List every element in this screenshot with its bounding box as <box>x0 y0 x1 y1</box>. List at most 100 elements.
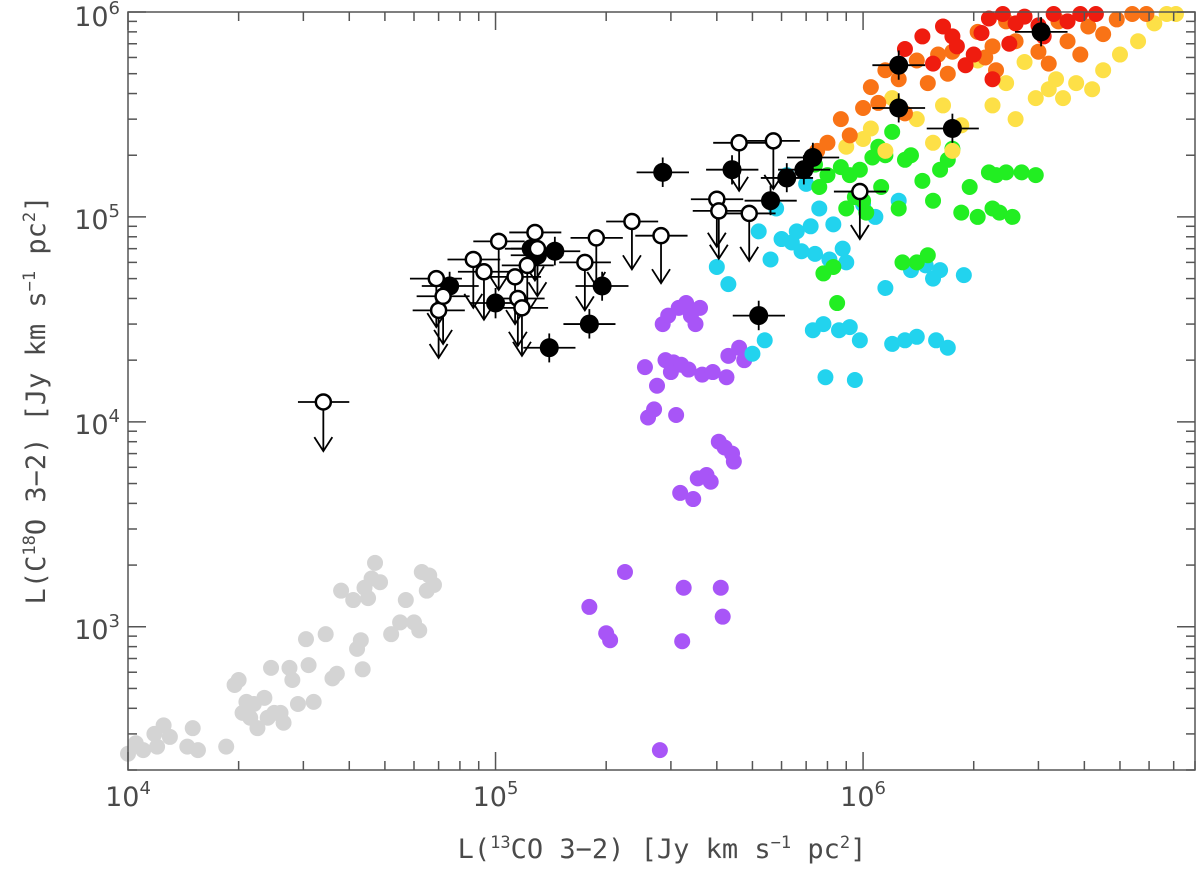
point-cyan <box>798 175 815 192</box>
point-cyan <box>825 216 842 233</box>
point-gray <box>297 631 314 648</box>
error-bars <box>297 17 1068 453</box>
point-yellow <box>944 142 961 159</box>
point-purple <box>725 453 742 470</box>
point-red <box>914 28 931 45</box>
point-purple <box>668 406 685 423</box>
point-gray <box>189 742 206 759</box>
point-cyan <box>908 328 925 345</box>
point-orange <box>1059 33 1076 50</box>
point-cyan <box>841 319 858 336</box>
point-orange <box>1138 6 1155 22</box>
point-orange <box>1080 18 1097 35</box>
upper-limit-point <box>518 256 537 275</box>
point-red <box>1001 35 1018 52</box>
point-gray <box>161 728 178 745</box>
point-cyan <box>932 262 949 279</box>
point-purple <box>649 377 666 394</box>
point-green <box>884 123 901 140</box>
point-yellow <box>877 142 894 159</box>
point-yellow <box>1111 46 1128 63</box>
point-gray <box>300 657 317 674</box>
detection-point <box>545 241 565 261</box>
upper-limit-arrow-head <box>651 268 671 285</box>
point-purple <box>581 598 598 615</box>
point-green <box>914 172 931 189</box>
point-gray <box>345 592 362 609</box>
upper-limit-point <box>506 268 524 286</box>
point-cyan <box>955 267 972 284</box>
upper-limit-arrow-head <box>739 246 759 263</box>
point-red <box>984 71 1001 88</box>
point-purple <box>636 359 653 376</box>
upper-limit-point <box>740 204 758 223</box>
point-orange <box>1072 46 1089 63</box>
point-orange <box>939 65 956 82</box>
point-green <box>890 200 907 217</box>
point-green <box>925 192 942 209</box>
point-green <box>953 204 970 221</box>
upper-limit-arrow-head <box>512 341 532 358</box>
point-red <box>1045 6 1062 22</box>
upper-limit-arrow-head <box>850 224 870 241</box>
upper-limit-arrow-head <box>527 281 548 298</box>
point-purple <box>692 299 709 316</box>
point-cyan <box>811 200 828 217</box>
upper-limit-arrow-head <box>428 343 449 360</box>
upper-limit-point <box>429 301 448 320</box>
point-red <box>973 24 990 41</box>
point-green <box>894 254 911 271</box>
x-tick-label: 106 <box>840 778 886 813</box>
point-orange <box>1030 43 1047 60</box>
point-cyan <box>744 345 761 362</box>
point-green <box>1027 167 1044 184</box>
detection-point <box>803 147 823 167</box>
point-cyan <box>815 316 832 333</box>
point-gray <box>392 614 409 631</box>
point-orange <box>870 94 887 111</box>
point-gray <box>305 693 322 710</box>
y-tick-label: 104 <box>74 406 120 441</box>
point-yellow <box>1007 111 1024 128</box>
point-yellow <box>1027 90 1044 107</box>
point-red <box>1016 8 1033 25</box>
point-orange <box>919 75 936 92</box>
point-gray <box>284 671 301 688</box>
point-red <box>965 46 982 63</box>
detection-point <box>777 168 797 188</box>
detection-point <box>579 314 599 334</box>
point-green <box>1013 164 1030 181</box>
point-red <box>948 38 965 55</box>
point-gray <box>360 590 377 607</box>
point-yellow <box>925 134 942 151</box>
point-green <box>858 204 875 221</box>
detection-point <box>592 276 612 296</box>
tick-labels: 104 105 106 103 104 105 106 <box>74 0 886 813</box>
point-orange <box>819 134 836 151</box>
point-green <box>998 164 1015 181</box>
y-tick-label: 103 <box>74 611 120 646</box>
detection-point <box>761 191 781 211</box>
point-gray <box>275 714 292 731</box>
upper-limit-point <box>528 239 547 258</box>
point-orange <box>841 127 858 144</box>
point-green <box>838 200 855 217</box>
point-cyan <box>807 245 824 262</box>
point-orange <box>855 100 872 117</box>
y-tick-label: 106 <box>74 0 120 33</box>
point-gray <box>263 659 280 676</box>
point-cyan <box>762 251 779 268</box>
point-green <box>829 295 846 312</box>
point-cyan <box>793 243 810 260</box>
x-tick-label: 105 <box>473 778 519 813</box>
point-gray <box>230 671 247 688</box>
detection-point <box>889 55 909 75</box>
point-cyan <box>750 223 767 240</box>
point-yellow <box>1130 33 1147 50</box>
point-red <box>896 40 913 57</box>
point-yellow <box>984 97 1001 114</box>
point-purple <box>675 579 692 596</box>
point-cyan <box>788 223 805 240</box>
upper-limit-point <box>464 250 483 269</box>
point-purple <box>680 361 697 378</box>
